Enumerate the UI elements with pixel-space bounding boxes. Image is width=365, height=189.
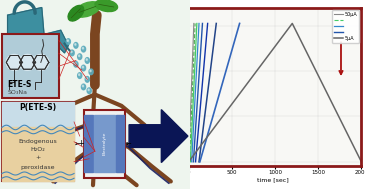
Text: peroxidase: peroxidase xyxy=(21,165,55,170)
Y-axis label: Voltage (V): Voltage (V) xyxy=(165,70,170,104)
Ellipse shape xyxy=(86,59,87,60)
Bar xyxy=(84,115,93,172)
Text: SO₃Na: SO₃Na xyxy=(8,91,28,95)
Ellipse shape xyxy=(85,58,89,63)
FancyBboxPatch shape xyxy=(2,102,74,181)
Ellipse shape xyxy=(81,65,86,71)
Ellipse shape xyxy=(90,70,91,72)
Ellipse shape xyxy=(75,44,76,45)
Ellipse shape xyxy=(81,46,86,52)
Ellipse shape xyxy=(78,54,82,60)
Text: −: − xyxy=(124,139,132,148)
Text: +: + xyxy=(77,139,84,148)
Ellipse shape xyxy=(87,88,91,94)
Ellipse shape xyxy=(85,77,89,82)
Polygon shape xyxy=(33,54,49,70)
Text: Endogenous: Endogenous xyxy=(19,139,57,144)
Bar xyxy=(94,115,115,172)
Bar xyxy=(2,102,74,127)
Ellipse shape xyxy=(78,73,82,78)
Polygon shape xyxy=(46,30,68,53)
FancyBboxPatch shape xyxy=(84,110,125,178)
Ellipse shape xyxy=(70,50,74,56)
Polygon shape xyxy=(6,54,22,70)
Ellipse shape xyxy=(89,69,93,75)
Ellipse shape xyxy=(67,40,68,41)
Text: +: + xyxy=(35,155,41,160)
Ellipse shape xyxy=(66,39,70,44)
Ellipse shape xyxy=(78,74,80,75)
Ellipse shape xyxy=(74,2,100,17)
Bar xyxy=(116,115,124,172)
Legend: 50μA, , , , 5μA: 50μA, , , , 5μA xyxy=(332,10,359,43)
FancyBboxPatch shape xyxy=(2,34,59,98)
Polygon shape xyxy=(8,8,46,53)
Ellipse shape xyxy=(95,0,118,12)
Text: H₂O₂: H₂O₂ xyxy=(31,147,45,152)
Text: ETE-S: ETE-S xyxy=(8,80,32,89)
Ellipse shape xyxy=(71,51,72,53)
Ellipse shape xyxy=(74,43,78,48)
Text: Electrolyte: Electrolyte xyxy=(103,132,106,155)
Ellipse shape xyxy=(88,89,89,91)
Ellipse shape xyxy=(82,66,84,68)
Polygon shape xyxy=(129,110,188,163)
Bar xyxy=(2,127,74,181)
Text: P(ETE-S): P(ETE-S) xyxy=(19,103,57,112)
Ellipse shape xyxy=(86,78,87,79)
Polygon shape xyxy=(20,54,35,70)
Ellipse shape xyxy=(82,85,84,87)
Ellipse shape xyxy=(82,47,84,49)
Ellipse shape xyxy=(78,55,80,57)
Ellipse shape xyxy=(81,84,86,90)
Ellipse shape xyxy=(75,63,76,64)
Ellipse shape xyxy=(68,5,84,21)
X-axis label: time [sec]: time [sec] xyxy=(257,177,289,182)
Ellipse shape xyxy=(74,61,78,67)
